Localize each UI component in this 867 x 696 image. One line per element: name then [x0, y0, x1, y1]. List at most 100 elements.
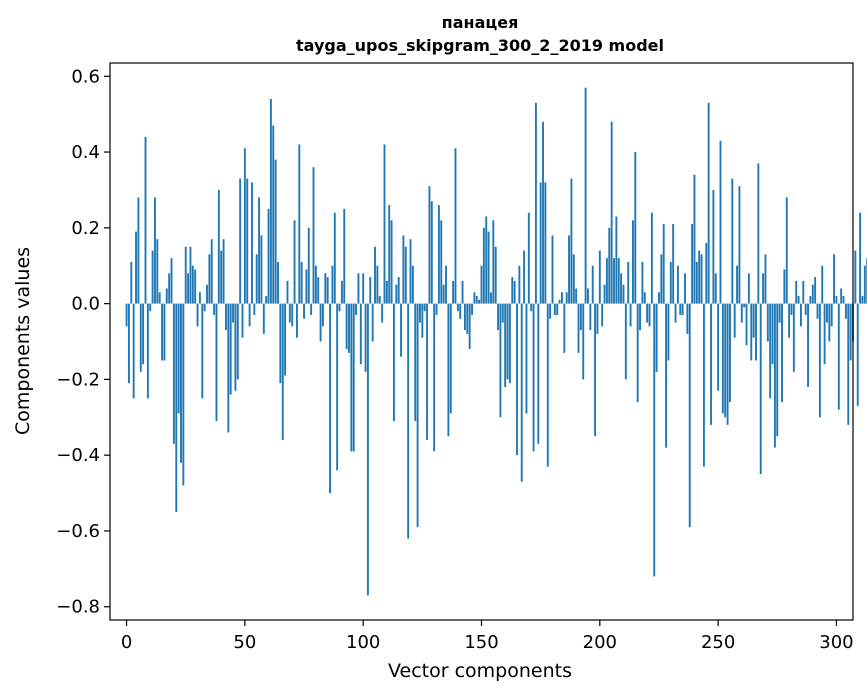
bar: [322, 303, 324, 327]
bar: [551, 235, 554, 304]
bar: [527, 212, 530, 304]
bar: [648, 303, 651, 327]
bar: [255, 254, 258, 304]
bar: [227, 303, 230, 433]
bar: [419, 303, 421, 323]
bar: [653, 303, 656, 577]
bar: [125, 303, 128, 327]
bar: [783, 269, 786, 304]
x-axis-label: Vector components: [388, 660, 572, 682]
bar: [733, 303, 736, 338]
bar: [208, 254, 211, 304]
bar: [331, 265, 334, 304]
bar: [397, 277, 400, 304]
bar: [423, 303, 426, 312]
bar: [215, 303, 218, 422]
bar: [225, 303, 227, 331]
bar: [393, 303, 395, 422]
bar: [800, 303, 802, 327]
bar: [198, 292, 201, 304]
bar: [478, 299, 481, 304]
bar: [191, 265, 194, 304]
bar: [579, 303, 582, 331]
bar: [658, 292, 660, 304]
bar: [201, 303, 204, 399]
bar: [776, 303, 779, 437]
bar: [729, 303, 731, 403]
bar: [161, 303, 163, 361]
bar: [267, 208, 270, 304]
bar: [428, 186, 431, 304]
bar: [269, 99, 272, 304]
bar: [333, 212, 336, 304]
bar: [229, 303, 232, 395]
bar: [390, 220, 393, 304]
x-tick-label: 100: [346, 632, 380, 653]
chart-subtitle: tayga_upos_skipgram_300_2_2019 model: [296, 36, 664, 55]
bar: [130, 261, 133, 304]
bar: [508, 303, 511, 384]
bar: [721, 303, 724, 414]
bar: [745, 303, 748, 346]
bar: [617, 258, 620, 304]
bar: [525, 303, 528, 414]
bar: [724, 303, 727, 418]
bar: [823, 303, 826, 365]
bar: [295, 303, 298, 338]
bar: [383, 144, 386, 304]
bar: [154, 197, 156, 304]
bar: [352, 303, 355, 452]
bar: [177, 303, 180, 414]
x-tick-label: 300: [819, 632, 853, 653]
bar: [414, 303, 417, 422]
bar: [847, 303, 850, 425]
bar: [809, 296, 812, 304]
bar: [452, 280, 455, 304]
bar: [447, 303, 450, 437]
bar: [513, 280, 516, 304]
bar: [584, 87, 587, 304]
bar: [705, 242, 708, 304]
bar: [175, 303, 178, 513]
bar: [684, 273, 686, 304]
bar: [362, 273, 365, 304]
bar: [348, 303, 350, 353]
bar: [660, 254, 663, 304]
bar: [856, 303, 859, 406]
bar: [258, 197, 261, 304]
bar: [350, 303, 353, 452]
bar: [719, 140, 722, 304]
bar: [591, 265, 594, 304]
bar: [712, 189, 715, 304]
chart-title: панацея: [442, 13, 519, 32]
bar: [305, 269, 308, 304]
bar: [499, 303, 502, 418]
bar: [587, 288, 589, 304]
bar: [395, 284, 398, 304]
bar: [641, 261, 644, 304]
bar: [381, 303, 384, 323]
bar: [265, 296, 268, 304]
bar: [811, 284, 814, 304]
bar: [747, 273, 750, 304]
bar: [615, 216, 618, 304]
bar: [804, 303, 807, 315]
bar: [357, 273, 360, 304]
bar: [814, 277, 817, 304]
bar: [596, 303, 599, 334]
bar: [740, 303, 743, 323]
bar: [400, 303, 402, 357]
bar: [246, 178, 249, 304]
bar: [669, 261, 672, 304]
bar: [511, 277, 514, 304]
bar: [582, 303, 585, 380]
bar: [456, 303, 459, 312]
x-tick-label: 0: [121, 632, 132, 653]
bar: [520, 303, 523, 482]
bar: [826, 303, 828, 323]
bar: [714, 273, 717, 304]
bar: [771, 303, 774, 365]
bar: [542, 121, 544, 304]
bar: [232, 303, 234, 323]
